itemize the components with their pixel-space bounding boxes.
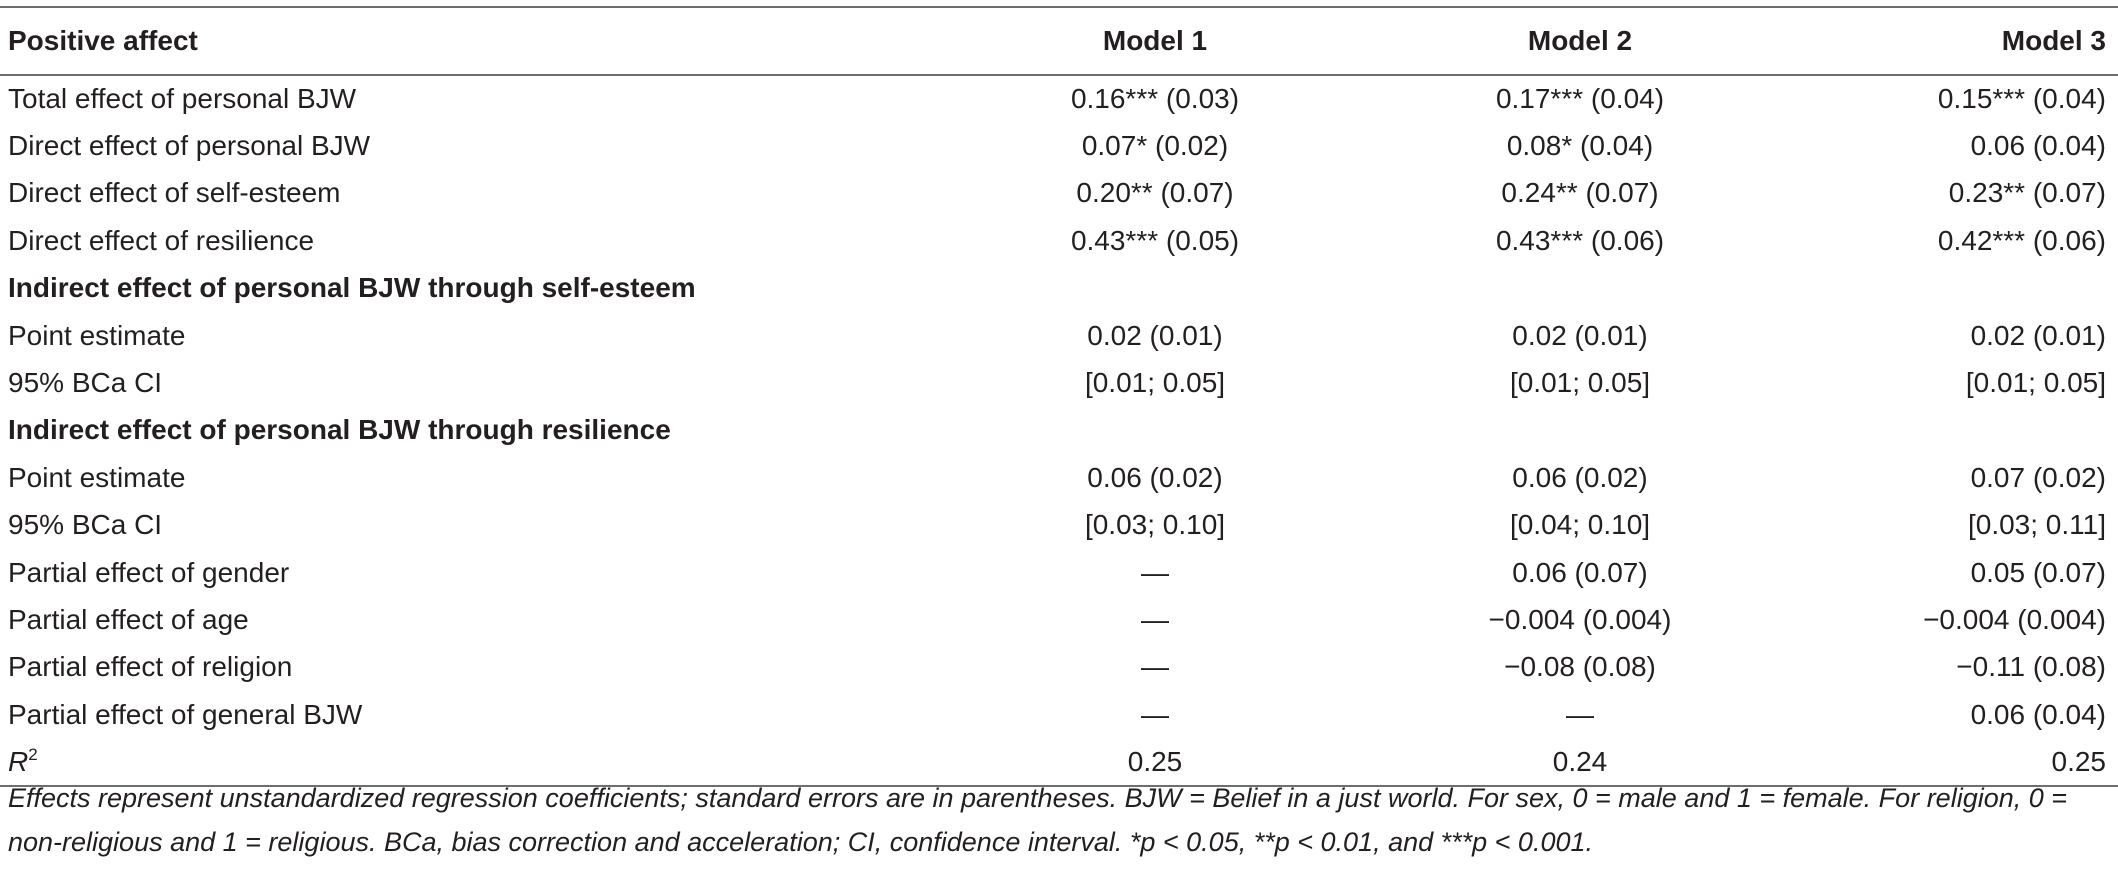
cell-model-1: 0.16*** (0.03) [1070,83,1240,115]
section-heading: Indirect effect of personal BJW through … [8,414,671,446]
cell-model-1: — [1141,603,1169,635]
table-row: Point estimate 0.06 (0.02) 0.06 (0.02) 0… [0,454,2118,501]
table-row: Direct effect of self-esteem 0.20** (0.0… [0,170,2118,217]
cell-model-3: 0.05 (0.07) [1970,556,2106,588]
cell-model-2: [0.01; 0.05] [1509,367,1651,399]
row-label: Point estimate [8,319,186,351]
row-label: Partial effect of religion [8,651,293,683]
row-label: Direct effect of resilience [8,224,315,256]
cell-model-3: −0.004 (0.004) [1923,603,2106,635]
cell-model-2: — [1566,698,1594,730]
r-superscript: 2 [28,744,38,764]
cell-model-2: 0.24** (0.07) [1501,177,1659,209]
cell-model-3: 0.23** (0.07) [1948,177,2106,209]
table-row: 95% BCa CI [0.01; 0.05] [0.01; 0.05] [0.… [0,359,2118,406]
row-label: Partial effect of age [8,603,249,635]
cell-model-1: [0.03; 0.10] [1084,509,1226,541]
cell-model-3: [0.01; 0.05] [1965,367,2106,399]
row-label: Partial effect of gender [8,556,290,588]
row-label: Direct effect of self-esteem [8,177,341,209]
table-row: Total effect of personal BJW 0.16*** (0.… [0,75,2118,122]
table-row: Point estimate 0.02 (0.01) 0.02 (0.01) 0… [0,312,2118,359]
cell-model-1: 0.06 (0.02) [1087,461,1223,493]
row-label: 95% BCa CI [8,367,163,399]
cell-model-2: 0.24 [1310,738,1790,787]
cell-model-3: 0.02 (0.01) [1970,319,2106,351]
r-symbol: R [8,745,29,777]
cell-model-1: — [1141,556,1169,588]
cell-model-2: −0.004 (0.004) [1488,603,1672,635]
cell-model-3: [0.03; 0.11] [1967,509,2106,541]
cell-model-1: 0.25 [870,738,1310,787]
table-row: Partial effect of gender — 0.06 (0.07) 0… [0,549,2118,596]
cell-model-2: 0.17*** (0.04) [1495,83,1665,115]
cell-model-2: 0.02 (0.01) [1512,319,1648,351]
table-row: Direct effect of personal BJW 0.07* (0.0… [0,122,2118,169]
row-label: Partial effect of general BJW [8,698,363,730]
table-row: Partial effect of religion — −0.08 (0.08… [0,644,2118,691]
table-header-row: Positive affect Model 1 Model 2 Model 3 [0,6,2118,76]
row-label: Point estimate [8,461,186,493]
table-row: R2 0.25 0.24 0.25 [0,738,2118,787]
cell-model-3: 0.06 (0.04) [1970,130,2106,162]
header-positive-affect: Positive affect [0,6,870,76]
section-row: Indirect effect of personal BJW through … [0,265,2118,312]
section-heading: Indirect effect of personal BJW through … [8,272,696,304]
table-row: 95% BCa CI [0.03; 0.10] [0.04; 0.10] [0.… [0,502,2118,549]
cell-model-2: 0.06 (0.02) [1512,461,1648,493]
cell-model-1: 0.02 (0.01) [1087,319,1223,351]
cell-model-1: [0.01; 0.05] [1084,367,1226,399]
cell-model-3: 0.07 (0.02) [1970,461,2106,493]
cell-model-2: −0.08 (0.08) [1504,651,1656,683]
cell-model-2: 0.43*** (0.06) [1495,224,1665,256]
row-label: Direct effect of personal BJW [8,130,371,162]
table-row: Partial effect of age — −0.004 (0.004) −… [0,596,2118,643]
section-row: Indirect effect of personal BJW through … [0,407,2118,454]
cell-model-1: 0.20** (0.07) [1076,177,1234,209]
row-label-r-squared: R2 [0,738,870,787]
cell-model-1: — [1141,651,1169,683]
table-row: Partial effect of general BJW — — 0.06 (… [0,691,2118,738]
cell-model-2: 0.06 (0.07) [1512,556,1648,588]
results-table: Positive affect Model 1 Model 2 Model 3 … [0,6,2118,787]
cell-model-3: 0.25 [1790,738,2118,787]
cell-model-1: — [1141,698,1169,730]
table-footnote: Effects represent unstandardized regress… [8,783,2068,857]
cell-model-3: 0.42*** (0.06) [1937,224,2106,256]
header-model-1: Model 1 [870,6,1310,76]
table-row: Direct effect of resilience 0.43*** (0.0… [0,217,2118,264]
header-model-2: Model 2 [1310,6,1790,76]
row-label: Total effect of personal BJW [8,83,357,115]
cell-model-2: 0.08* (0.04) [1506,130,1654,162]
cell-model-1: 0.07* (0.02) [1081,130,1229,162]
cell-model-2: [0.04; 0.10] [1509,509,1651,541]
row-label: 95% BCa CI [8,509,163,541]
cell-model-1: 0.43*** (0.05) [1070,224,1240,256]
header-model-3: Model 3 [1790,6,2118,76]
cell-model-3: 0.15*** (0.04) [1937,83,2106,115]
cell-model-3: −0.11 (0.08) [1956,651,2106,683]
cell-model-3: 0.06 (0.04) [1970,698,2106,730]
